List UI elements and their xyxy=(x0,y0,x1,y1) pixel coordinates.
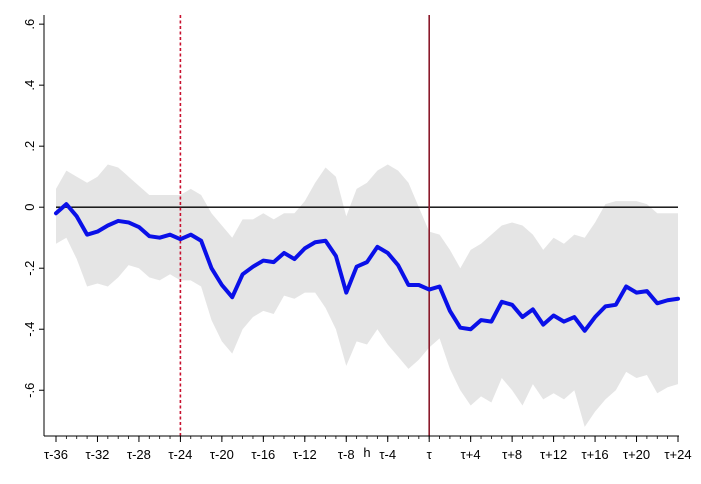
axes-layer: -.6 -.4 -.2 0 .2 .4 .6 τ-36 τ-32 τ-28 τ-24 τ-20 τ-16… xyxy=(22,15,692,462)
x-tick-label: τ+24 xyxy=(664,447,691,462)
x-tick-label: τ-16 xyxy=(251,447,275,462)
y-tick-label: 0 xyxy=(22,204,37,211)
confidence-band xyxy=(56,164,678,427)
x-tick-label: τ-32 xyxy=(85,447,109,462)
x-tick-label: τ-12 xyxy=(293,447,317,462)
x-tick-label: τ-4 xyxy=(379,447,396,462)
x-tick-label: τ-36 xyxy=(44,447,68,462)
x-tick-label: τ+16 xyxy=(581,447,608,462)
series-line-layer xyxy=(54,202,680,333)
x-tick-label: τ-28 xyxy=(127,447,151,462)
x-tick-label: τ xyxy=(427,447,433,462)
y-tick-label: -.4 xyxy=(22,322,37,337)
y-tick-label: .2 xyxy=(22,141,37,152)
y-tick-label: .4 xyxy=(22,80,37,91)
x-tick-label: τ-20 xyxy=(210,447,234,462)
x-tick-label: τ+12 xyxy=(540,447,567,462)
reference-lines-layer xyxy=(56,15,678,436)
x-tick-label: τ+20 xyxy=(623,447,650,462)
x-tick-label: τ-8 xyxy=(338,447,355,462)
series-line xyxy=(54,202,680,333)
x-tick-label: τ-24 xyxy=(168,447,192,462)
x-axis-title: h xyxy=(363,445,370,460)
x-tick-label: τ+8 xyxy=(502,447,522,462)
y-tick-label: .6 xyxy=(22,19,37,30)
y-tick-label: -.2 xyxy=(22,261,37,276)
x-tick-label: τ+4 xyxy=(461,447,481,462)
y-tick-label: -.6 xyxy=(22,383,37,398)
confidence-band-layer xyxy=(56,164,678,427)
